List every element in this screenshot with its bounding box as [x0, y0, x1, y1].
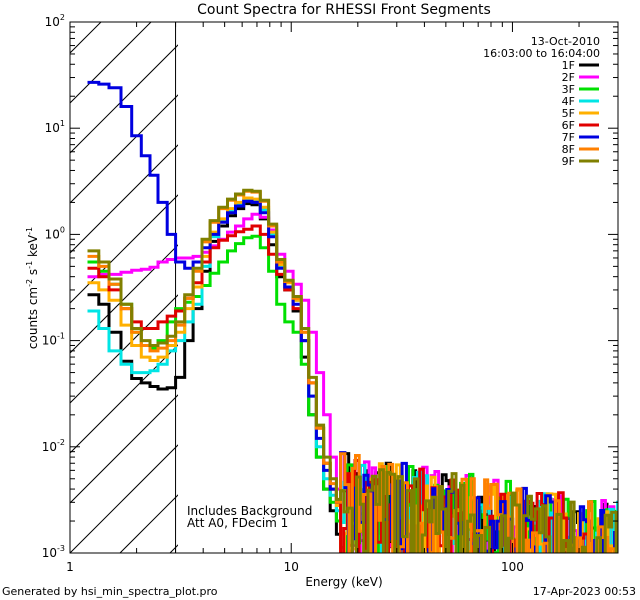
hatch-line — [70, 144, 178, 254]
legend-label-8F: 8F — [562, 143, 575, 156]
y-label-main: counts cm — [26, 287, 40, 349]
y-tick-label: 10-3 — [42, 544, 65, 560]
legend-label-9F: 9F — [562, 155, 575, 168]
series-layer — [87, 80, 618, 553]
y-tick-label: 101 — [45, 119, 65, 135]
hatch-line — [70, 444, 178, 553]
chart-title: Count Spectra for RHESSI Front Segments — [197, 2, 491, 18]
hatch-line — [70, 22, 152, 104]
hatch-line — [70, 294, 178, 404]
x-axis: 1 10 100 — [66, 22, 619, 574]
hatch-line — [70, 244, 178, 354]
y-axis: 10-3 10-2 10-1 100 101 102 — [42, 13, 618, 560]
legend-label-5F: 5F — [562, 107, 575, 120]
y-tick-label: 10-2 — [42, 438, 65, 454]
x-tick-label: 1 — [66, 560, 74, 574]
hatch-line — [70, 194, 178, 304]
hatch-line — [70, 94, 178, 204]
x-tick-label: 100 — [501, 560, 524, 574]
y-tick-label: 102 — [45, 13, 65, 29]
series-line-9F — [87, 188, 618, 553]
series-line-5F — [87, 196, 618, 553]
legend-label-6F: 6F — [562, 119, 575, 132]
hatch-line — [70, 44, 178, 154]
legend-label-3F: 3F — [562, 83, 575, 96]
hatch-line — [70, 394, 178, 504]
y-label-mid2: keV — [26, 234, 40, 261]
legend-label-4F: 4F — [562, 95, 575, 108]
time-range-label: 16:03:00 to 16:04:00 — [483, 47, 600, 60]
y-axis-label: counts cm-2 s-1 keV-1 — [25, 227, 40, 349]
timestamp-label: 17-Apr-2023 00:53 — [533, 585, 636, 598]
y-tick-label: 10-1 — [42, 332, 65, 348]
plot-frame — [69, 21, 619, 554]
x-axis-label: Energy (keV) — [305, 575, 382, 589]
legend-label-2F: 2F — [562, 71, 575, 84]
date-label: 13-Oct-2010 — [531, 35, 600, 48]
y-tick-label: 100 — [45, 225, 65, 241]
legend-label-1F: 1F — [562, 59, 575, 72]
x-tick-label: 10 — [284, 560, 299, 574]
y-label-exp1: -2 — [25, 279, 34, 287]
annotation-attenuator: Att A0, FDecim 1 — [187, 516, 288, 530]
legend-label-7F: 7F — [562, 131, 575, 144]
excluded-region-hatch — [70, 22, 178, 553]
generated-by-label: Generated by hsi_min_spectra_plot.pro — [2, 585, 218, 598]
annotation-background: Includes Background — [187, 504, 312, 518]
y-label-exp3: -1 — [25, 227, 34, 235]
y-label-mid: s — [26, 269, 40, 279]
y-label-exp2: -1 — [25, 261, 34, 269]
